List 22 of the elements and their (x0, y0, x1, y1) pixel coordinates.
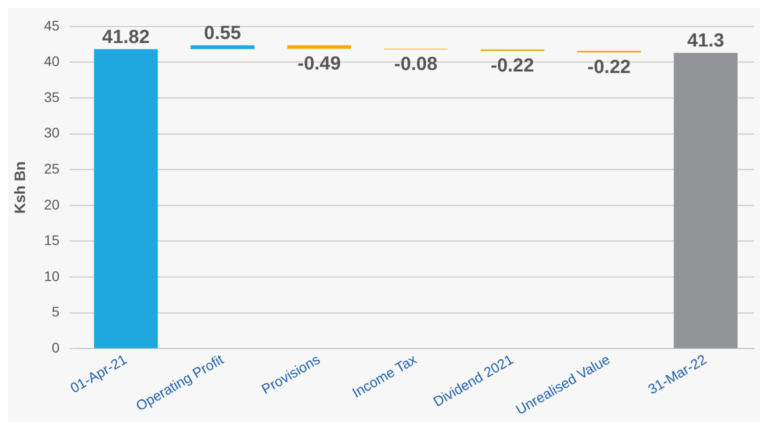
data-label: -0.49 (297, 53, 341, 74)
data-label: 0.55 (204, 22, 242, 44)
y-tick-label: 0 (52, 340, 60, 356)
y-tick-label: 15 (44, 232, 60, 248)
y-tick-label: 35 (44, 88, 60, 105)
y-tick-label: 20 (44, 196, 60, 212)
y-tick-label: 40 (44, 53, 60, 70)
data-label: 41.3 (687, 30, 724, 52)
bar (94, 49, 158, 348)
bar (287, 45, 352, 49)
y-tick-label: 10 (44, 268, 60, 284)
y-tick-label: 25 (44, 160, 60, 176)
data-label: -0.08 (394, 54, 438, 76)
data-label: -0.22 (490, 56, 534, 77)
y-axis-title: Ksh Bn (12, 161, 30, 214)
data-label: 41.82 (102, 26, 150, 48)
y-tick-label: 45 (44, 17, 60, 34)
bar (190, 45, 254, 50)
y-tick-label: 5 (52, 304, 60, 320)
data-label: -0.22 (587, 57, 631, 78)
bar (674, 52, 738, 348)
y-tick-label: 30 (44, 124, 60, 141)
